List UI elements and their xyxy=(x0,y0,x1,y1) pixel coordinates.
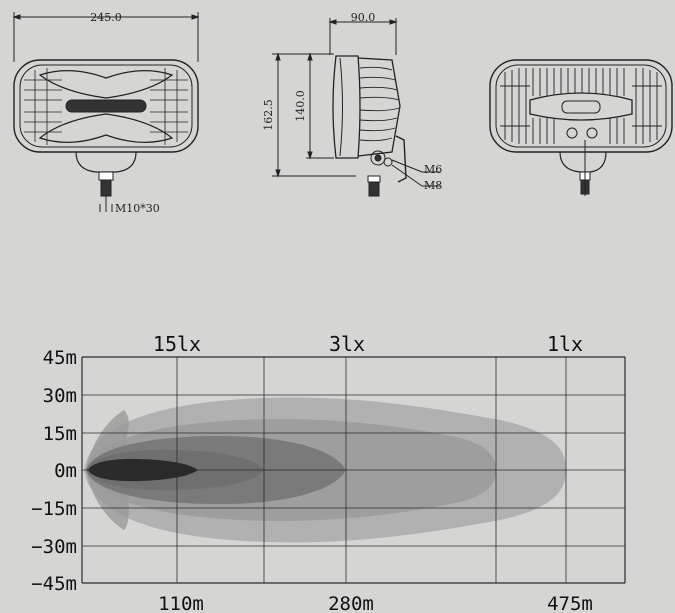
technical-drawings: 245.0 M10*30 xyxy=(12,11,673,215)
y-axis-label: 15m xyxy=(43,423,77,445)
dimension-screw-m6: M6 xyxy=(424,163,442,176)
y-axis-labels: 45m 30m 15m 0m −15m −30m −45m xyxy=(31,347,77,595)
dimension-width: 245.0 xyxy=(90,11,122,24)
x-axis-label: 110m xyxy=(158,593,204,613)
lux-labels: 15lx 3lx 1lx xyxy=(153,332,583,356)
beam-chart-grid xyxy=(81,356,626,584)
lux-label: 3lx xyxy=(329,332,365,356)
side-view-drawing xyxy=(272,18,440,197)
dimension-bolt: M10*30 xyxy=(115,202,160,215)
y-axis-label: −45m xyxy=(31,573,77,595)
dimension-height-body: 140.0 xyxy=(294,90,307,122)
y-axis-label: 30m xyxy=(43,385,77,407)
dimension-height-total: 162.5 xyxy=(262,99,275,131)
front-view-drawing xyxy=(12,12,200,212)
x-axis-label: 475m xyxy=(547,593,593,613)
lux-label: 1lx xyxy=(547,332,583,356)
y-axis-label: −15m xyxy=(31,498,77,520)
y-axis-label: 0m xyxy=(54,460,77,482)
rear-view-drawing xyxy=(489,59,673,196)
dimension-depth: 90.0 xyxy=(351,11,376,24)
x-axis-labels: 110m 280m 475m xyxy=(158,593,593,613)
dimension-screw-m8: M8 xyxy=(424,179,442,192)
y-axis-label: 45m xyxy=(43,347,77,369)
lux-label: 15lx xyxy=(153,332,201,356)
y-axis-label: −30m xyxy=(31,536,77,558)
x-axis-label: 280m xyxy=(328,593,374,613)
